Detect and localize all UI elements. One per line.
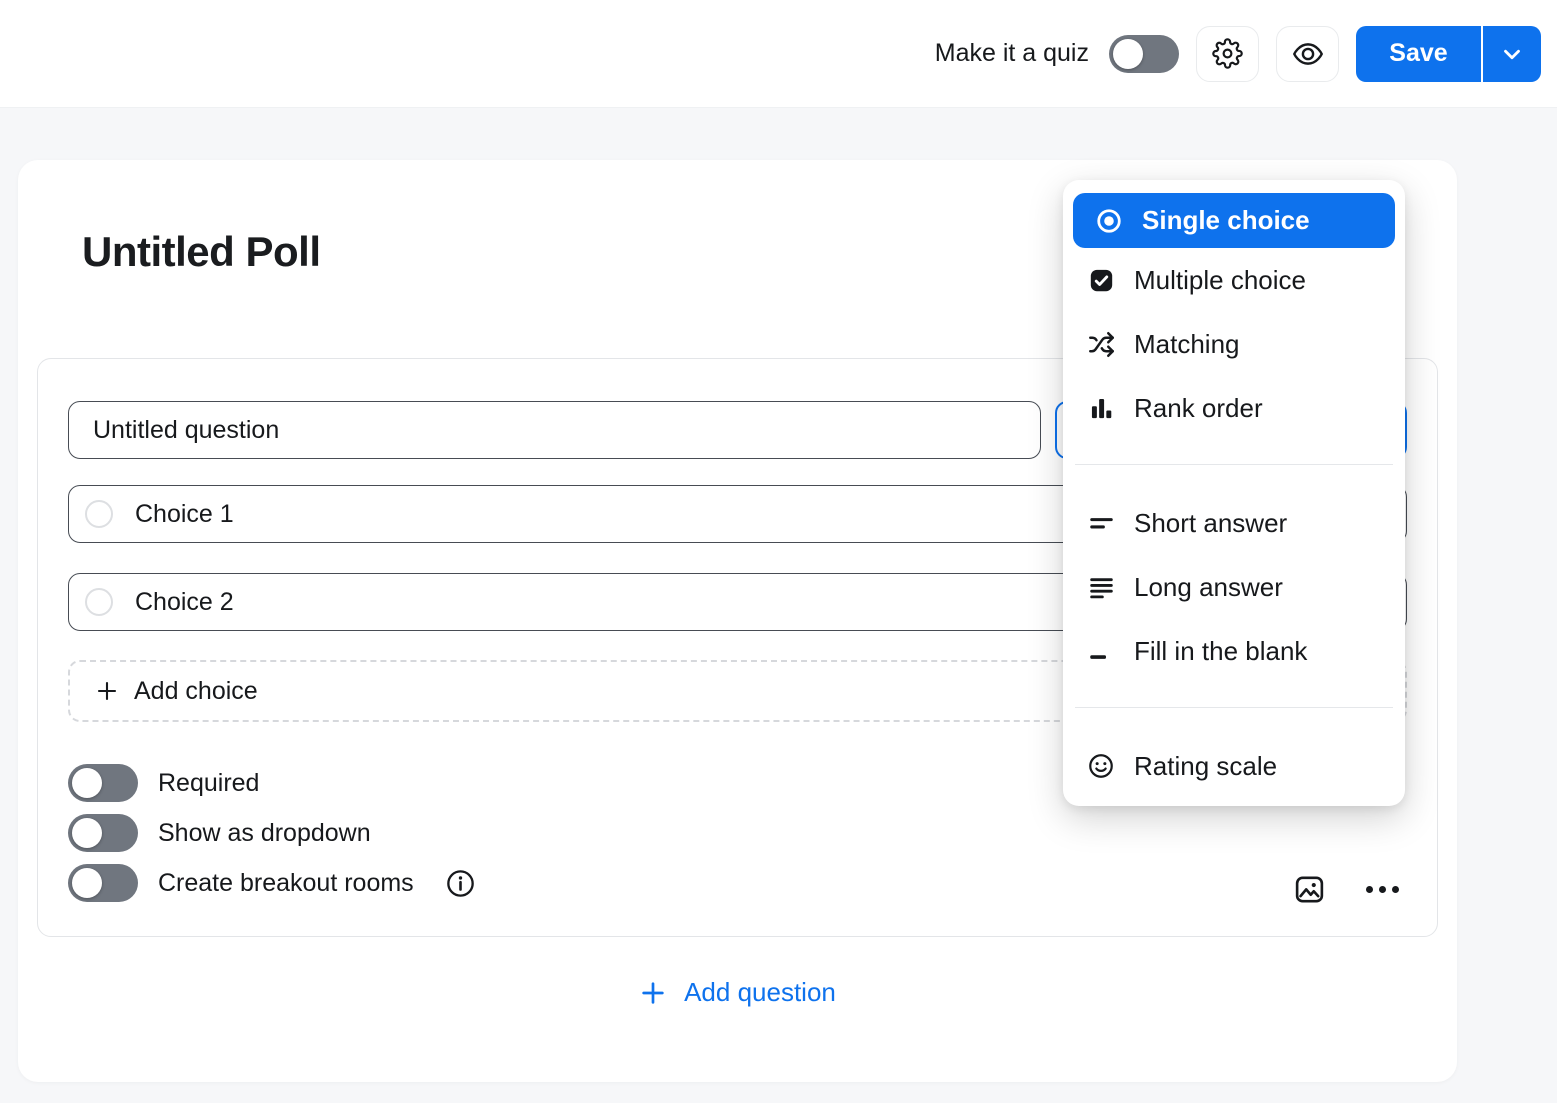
- image-icon[interactable]: [1293, 873, 1326, 906]
- required-label: Required: [158, 768, 260, 797]
- menu-item-label: Short answer: [1134, 507, 1288, 538]
- menu-item-matching[interactable]: Matching: [1063, 312, 1405, 376]
- add-question-label: Add question: [684, 977, 836, 1007]
- smiley-icon: [1087, 752, 1115, 780]
- choice-label: Choice 2: [135, 587, 234, 616]
- topbar: Make it a quiz Save: [0, 0, 1557, 108]
- long-lines-icon: [1087, 574, 1115, 601]
- info-icon: [446, 869, 474, 897]
- add-question-button[interactable]: Add question: [627, 969, 848, 1016]
- menu-item-label: Single choice: [1142, 205, 1310, 235]
- menu-item-rating-scale[interactable]: Rating scale: [1063, 734, 1405, 798]
- menu-item-label: Rank order: [1134, 392, 1263, 423]
- menu-item-single-choice[interactable]: Single choice: [1073, 193, 1395, 248]
- more-options-button[interactable]: [1366, 886, 1399, 893]
- radio-selected-icon: [1095, 207, 1123, 235]
- show-as-dropdown-toggle[interactable]: [68, 814, 138, 852]
- settings-button[interactable]: [1196, 25, 1259, 82]
- menu-item-label: Matching: [1134, 328, 1240, 359]
- choice-row-1[interactable]: Choice 1: [68, 485, 1407, 543]
- toggle-knob: [72, 868, 102, 898]
- question-type-menu: Single choice Multiple choice Matching: [1063, 180, 1405, 806]
- question-title-input[interactable]: [68, 401, 1041, 459]
- menu-item-long-answer[interactable]: Long answer: [1063, 555, 1405, 619]
- eye-icon: [1292, 42, 1323, 65]
- short-lines-icon: [1087, 510, 1115, 537]
- menu-item-multiple-choice[interactable]: Multiple choice: [1063, 248, 1405, 312]
- bar-chart-icon: [1087, 395, 1115, 422]
- required-toggle[interactable]: [68, 764, 138, 802]
- menu-item-rank-order[interactable]: Rank order: [1063, 376, 1405, 440]
- save-divider: [1481, 25, 1483, 82]
- blank-line-icon: [1087, 638, 1115, 665]
- toggle-knob: [72, 768, 102, 798]
- menu-item-label: Multiple choice: [1134, 264, 1306, 295]
- radio-icon: [85, 588, 113, 616]
- toggle-knob: [1113, 38, 1143, 69]
- plus-icon: [97, 681, 117, 701]
- shuffle-icon: [1087, 331, 1115, 358]
- menu-item-short-answer[interactable]: Short answer: [1063, 491, 1405, 555]
- menu-divider: [1075, 464, 1393, 465]
- menu-divider: [1075, 707, 1393, 708]
- dot: [1379, 886, 1386, 893]
- save-split-button: Save: [1356, 25, 1541, 82]
- question-options: Required Show as dropdown Create breakou…: [68, 764, 1407, 902]
- choice-row-2[interactable]: Choice 2: [68, 573, 1407, 631]
- dot: [1366, 886, 1373, 893]
- make-it-a-quiz-label: Make it a quiz: [934, 39, 1089, 67]
- show-as-dropdown-label: Show as dropdown: [158, 818, 371, 847]
- checkbox-icon: [1087, 267, 1115, 294]
- add-question-wrap: Add question: [37, 969, 1438, 1016]
- make-it-a-quiz-toggle[interactable]: [1109, 34, 1179, 73]
- show-as-dropdown-row: Show as dropdown: [68, 814, 1407, 852]
- question-actions: [1293, 873, 1399, 906]
- dot: [1392, 886, 1399, 893]
- save-button[interactable]: Save: [1356, 25, 1481, 82]
- menu-item-fill-in-the-blank[interactable]: Fill in the blank: [1063, 619, 1405, 683]
- gear-icon: [1212, 38, 1243, 69]
- poll-title[interactable]: Untitled Poll: [82, 228, 321, 275]
- breakout-rooms-info[interactable]: [445, 868, 476, 899]
- menu-item-label: Fill in the blank: [1134, 635, 1308, 666]
- preview-button[interactable]: [1276, 25, 1339, 82]
- create-breakout-rooms-label: Create breakout rooms: [158, 868, 414, 897]
- add-choice-label: Add choice: [134, 676, 258, 705]
- plus-icon: [642, 981, 664, 1004]
- create-breakout-rooms-row: Create breakout rooms: [68, 864, 1407, 902]
- toggle-knob: [72, 818, 102, 848]
- menu-item-label: Long answer: [1134, 571, 1283, 602]
- chevron-down-icon: [1504, 49, 1520, 59]
- save-dropdown-button[interactable]: [1483, 25, 1541, 82]
- radio-icon: [85, 500, 113, 528]
- create-breakout-rooms-toggle[interactable]: [68, 864, 138, 902]
- menu-item-label: Rating scale: [1134, 750, 1278, 781]
- required-row: Required: [68, 764, 1407, 802]
- choice-label: Choice 1: [135, 499, 234, 528]
